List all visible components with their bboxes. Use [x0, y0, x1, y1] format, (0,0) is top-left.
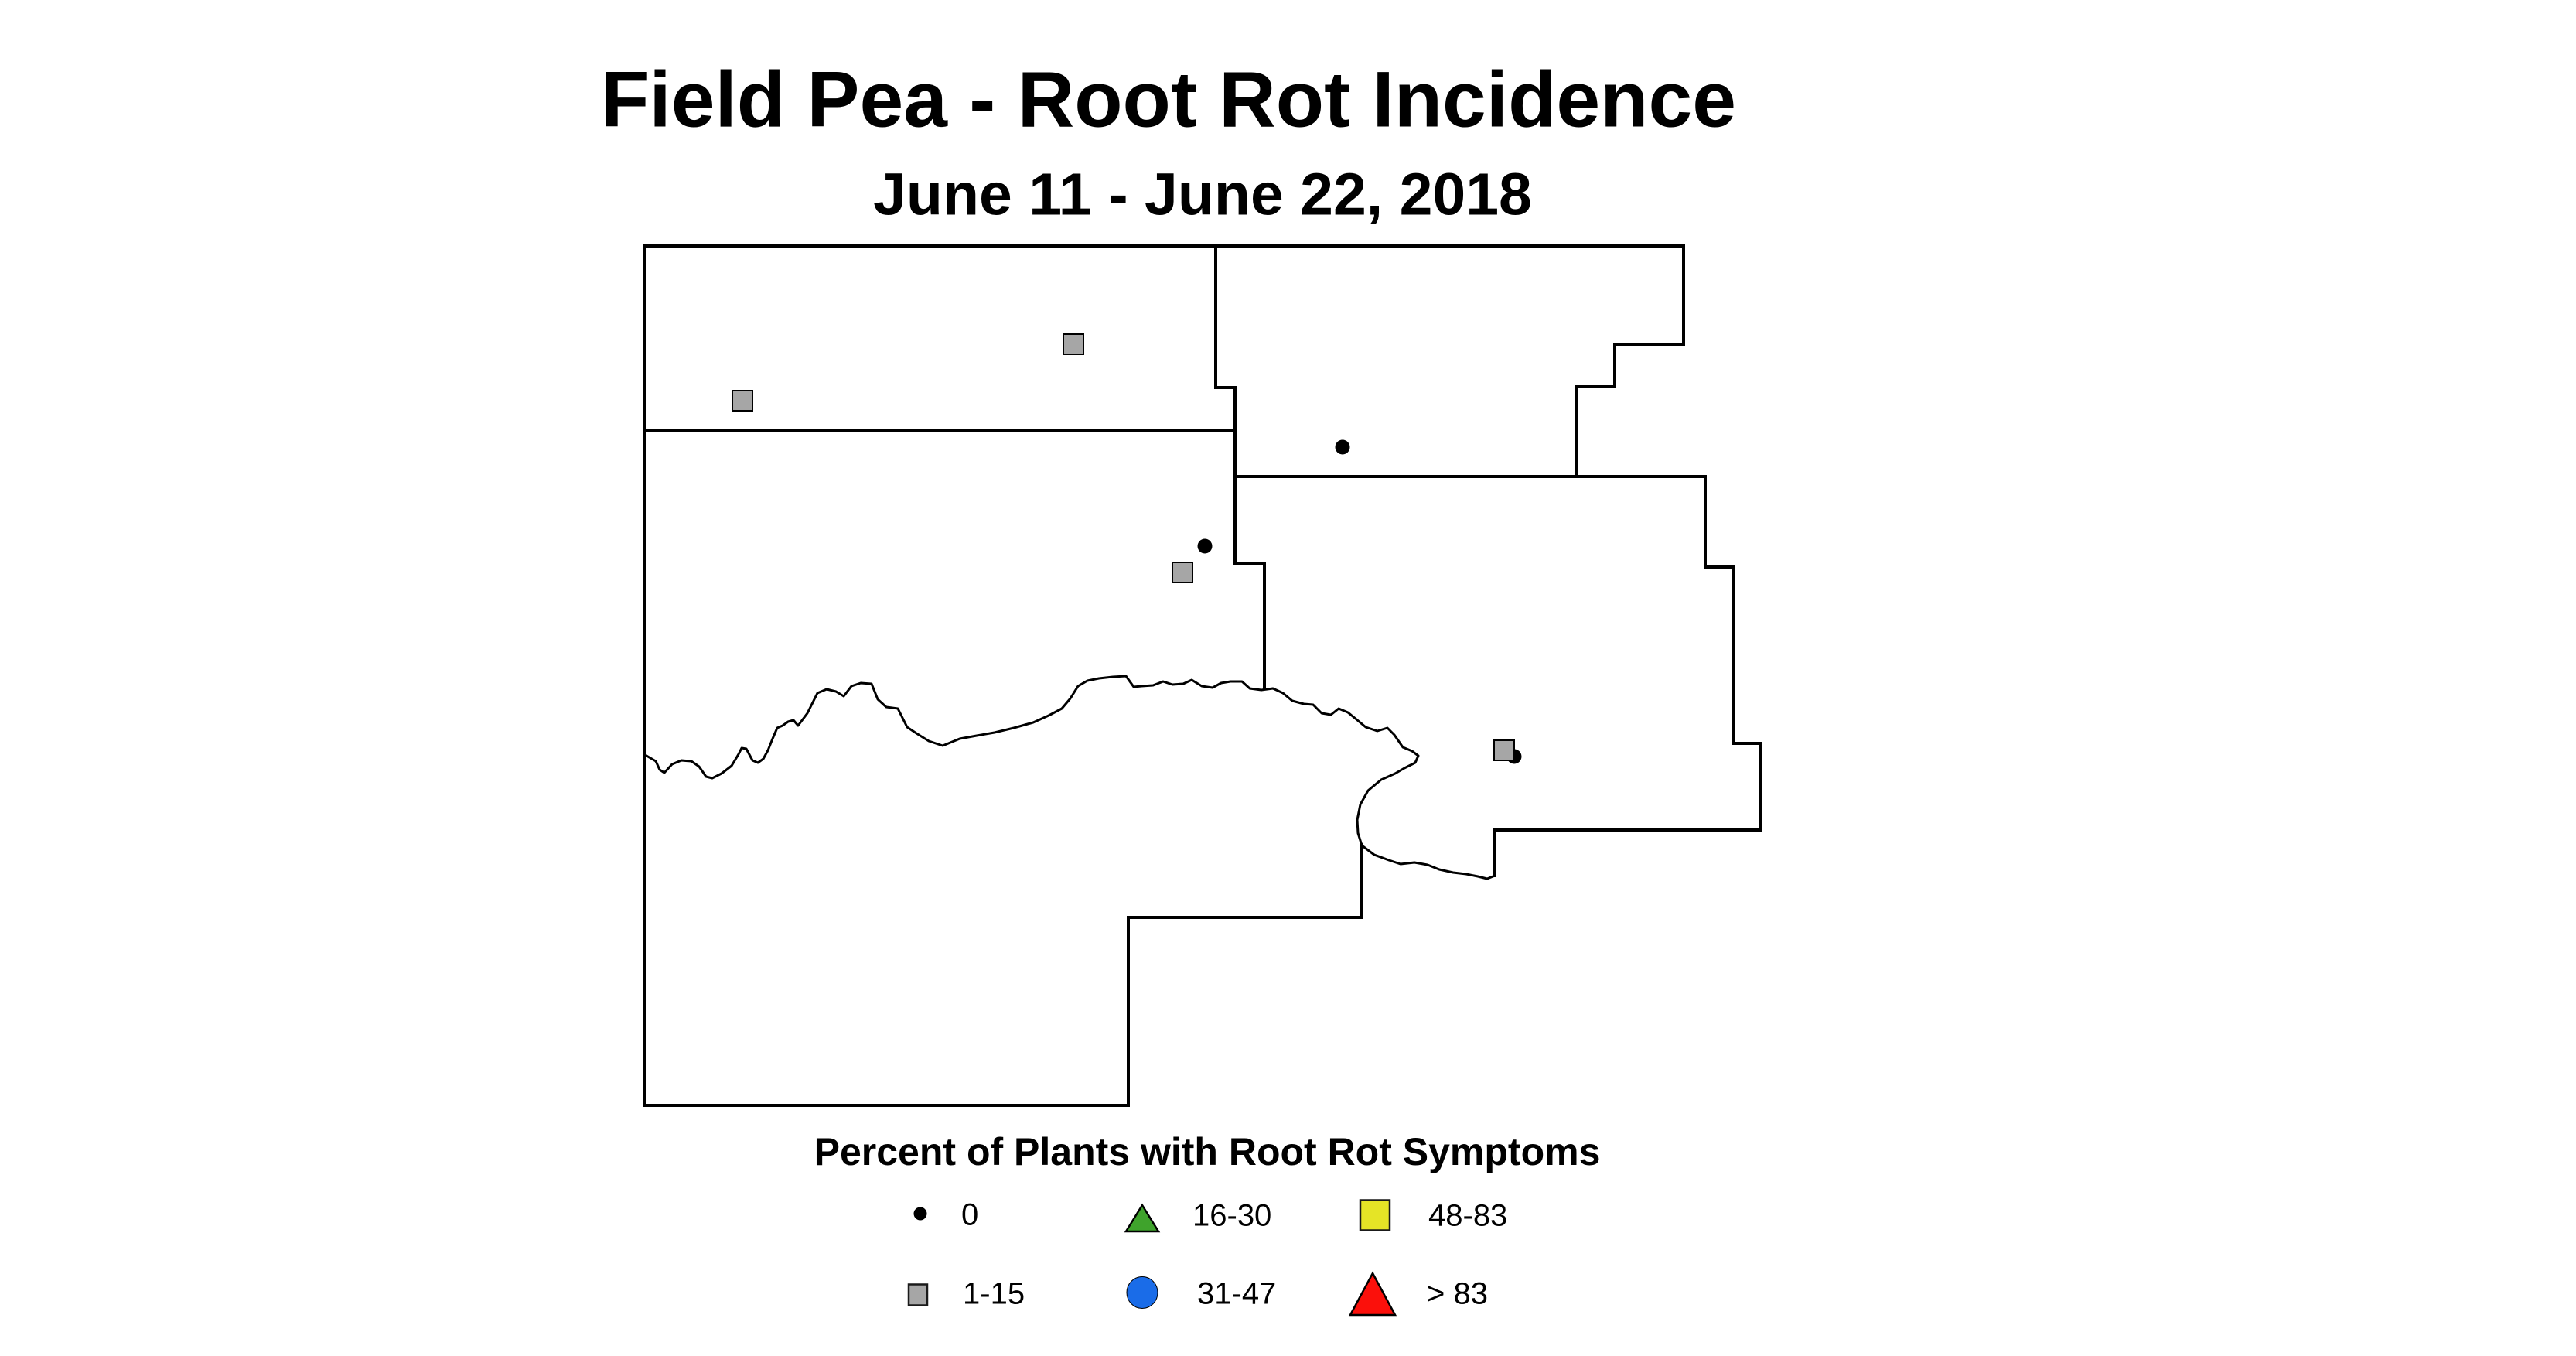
legend-symbol-svg: [907, 1283, 929, 1306]
legend-label: 16-30: [1192, 1198, 1272, 1233]
map-marker-square: [1493, 739, 1515, 761]
legend-symbol-blue-circle: [1124, 1275, 1160, 1311]
legend-label: 1-15: [963, 1276, 1025, 1311]
legend-symbol-gray-square: [906, 1283, 930, 1308]
river-line: [645, 675, 1496, 880]
legend-symbol-svg: [1359, 1199, 1391, 1231]
map-marker-dot: [1197, 538, 1213, 554]
legend-symbol-dot: [912, 1205, 930, 1223]
legend-symbol-svg: [1126, 1276, 1158, 1309]
county-border: [1214, 244, 1266, 689]
map-marker-square: [732, 390, 753, 412]
legend-symbol-yellow-square: [1358, 1198, 1392, 1233]
river-polyline: [645, 675, 1496, 880]
legend-label: 48-83: [1428, 1198, 1508, 1233]
map-marker-dot: [1335, 439, 1350, 455]
map-markers: [732, 333, 1522, 764]
page-title: Field Pea - Root Rot Incidence: [601, 55, 1736, 144]
county-borders: [643, 244, 1762, 1107]
legend-symbol-green-triangle: [1124, 1203, 1161, 1234]
map-marker-square: [1172, 562, 1193, 583]
legend-symbol-svg: [1348, 1271, 1397, 1317]
legend-symbol-svg: [1124, 1203, 1161, 1233]
legend-symbol-red-triangle: [1348, 1271, 1397, 1317]
legend-label: 31-47: [1197, 1276, 1277, 1311]
legend-label: 0: [961, 1197, 979, 1232]
map-marker-square: [1063, 333, 1084, 355]
county-border: [1575, 244, 1685, 478]
legend-symbol-svg: [913, 1207, 927, 1221]
legend-label: > 83: [1427, 1276, 1488, 1311]
page-subtitle: June 11 - June 22, 2018: [873, 161, 1532, 228]
county-border: [643, 843, 1363, 1107]
legend-title: Percent of Plants with Root Rot Symptoms: [814, 1130, 1601, 1173]
county-border: [1493, 475, 1762, 877]
